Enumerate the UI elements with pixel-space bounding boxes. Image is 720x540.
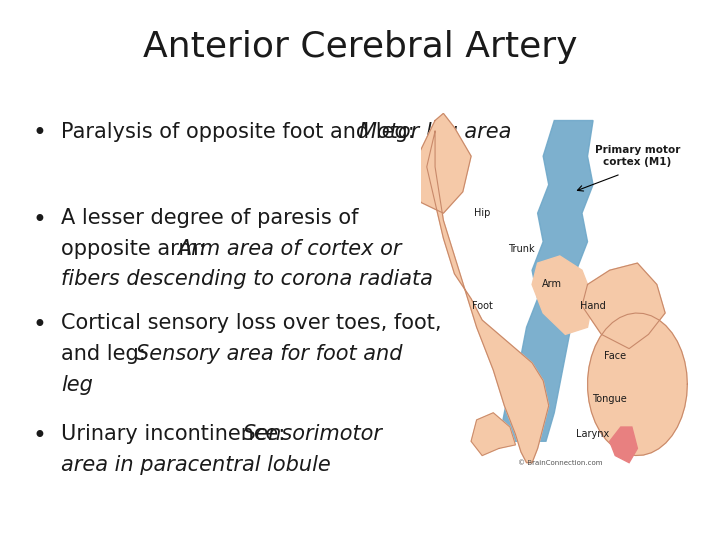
Text: Arm area of cortex or: Arm area of cortex or [177,239,402,259]
Text: area in paracentral lobule: area in paracentral lobule [61,455,331,475]
Text: A lesser degree of paresis of: A lesser degree of paresis of [61,208,359,228]
Polygon shape [408,113,471,213]
Text: opposite arm:: opposite arm: [61,239,212,259]
Text: Hand: Hand [580,301,606,311]
Text: © BrainConnection.com: © BrainConnection.com [518,460,602,466]
Text: Urinary incontinence:: Urinary incontinence: [61,424,292,444]
Polygon shape [582,263,665,349]
Text: •: • [32,313,46,337]
Text: Hip: Hip [474,208,490,218]
Text: Motor leg area: Motor leg area [359,122,512,141]
Text: Larynx: Larynx [577,429,610,439]
Polygon shape [499,120,593,441]
Text: leg: leg [61,375,93,395]
Polygon shape [588,313,688,455]
Text: •: • [32,122,46,145]
Text: Sensorimotor: Sensorimotor [243,424,383,444]
Text: Paralysis of opposite foot and leg:: Paralysis of opposite foot and leg: [61,122,422,141]
Text: Primary motor
cortex (M1): Primary motor cortex (M1) [595,145,680,167]
Text: Foot: Foot [472,301,492,311]
Text: Sensory area for foot and: Sensory area for foot and [135,344,402,364]
Text: Anterior Cerebral Artery: Anterior Cerebral Artery [143,30,577,64]
Polygon shape [427,131,549,463]
Text: and leg:: and leg: [61,344,153,364]
Polygon shape [532,256,593,334]
Text: Cortical sensory loss over toes, foot,: Cortical sensory loss over toes, foot, [61,313,441,333]
Text: fibers descending to corona radiata: fibers descending to corona radiata [61,269,433,289]
Text: Trunk: Trunk [508,244,534,254]
Text: Tongue: Tongue [593,394,627,403]
Polygon shape [471,413,516,456]
Text: Arm: Arm [541,280,562,289]
Text: Face: Face [604,351,626,361]
Polygon shape [610,427,637,463]
Text: •: • [32,424,46,448]
Text: •: • [32,208,46,232]
